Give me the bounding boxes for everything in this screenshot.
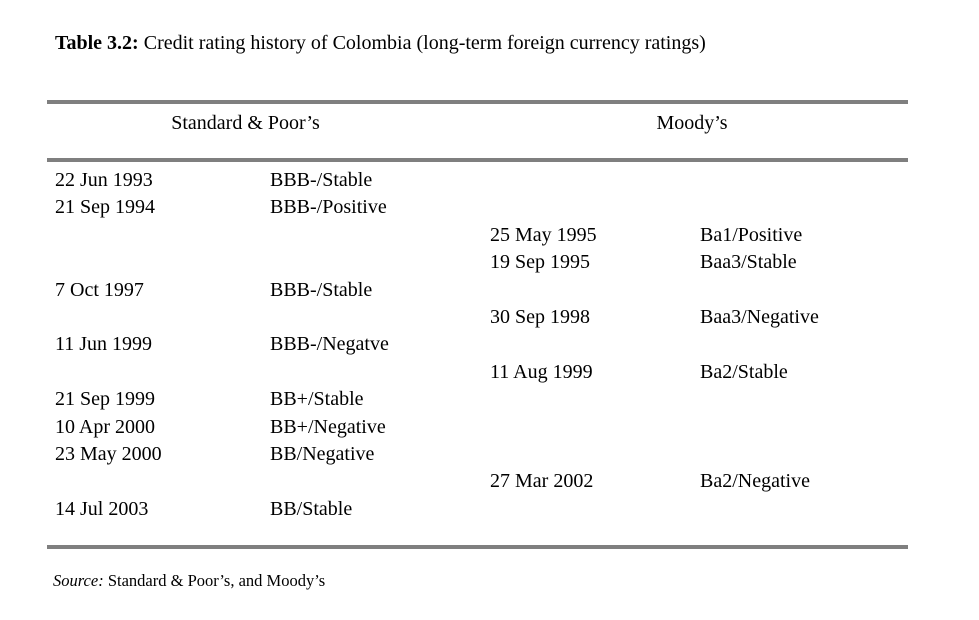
table-row: 7 Oct 1997 BBB-/Stable: [55, 277, 908, 304]
column-group-header-standard-and-poors: Standard & Poor’s: [171, 112, 320, 134]
sp-rating-cell: BBB-/Stable: [270, 169, 373, 191]
moodys-date-cell: [490, 386, 700, 413]
sp-date-cell: 22 Jun 1993: [55, 169, 153, 191]
source-text: Standard & Poor’s, and Moody’s: [103, 571, 326, 590]
sp-date-cell: 21 Sep 1999: [55, 388, 155, 411]
sp-rating-cell: BBB-/Stable: [270, 278, 373, 301]
table-row: 21 Sep 1994 BBB-/Positive: [55, 194, 908, 221]
table-row: 30 Sep 1998 Baa3/Negative: [55, 304, 908, 331]
moodys-rating-cell: Ba2/Stable: [700, 360, 788, 383]
moodys-date-cell: [490, 441, 700, 468]
moodys-date-cell: 11 Aug 1999: [490, 360, 593, 383]
table-row: 25 May 1995 Ba1/Positive: [55, 222, 908, 249]
moodys-date-cell: 30 Sep 1998: [490, 305, 590, 328]
table-caption: Table 3.2: Credit rating history of Colo…: [55, 31, 706, 55]
moodys-rating-cell: [700, 496, 908, 523]
table-row: 11 Jun 1999 BBB-/Negatve: [55, 331, 908, 358]
sp-date-cell: 23 May 2000: [55, 442, 162, 465]
table-row: 14 Jul 2003 BB/Stable: [55, 496, 908, 523]
sp-rating-cell: BBB-/Negatve: [270, 333, 389, 356]
moodys-date-cell: [490, 167, 700, 194]
table-rule-top: [47, 100, 908, 104]
moodys-rating-cell: Ba2/Negative: [700, 470, 810, 493]
table-body: 22 Jun 1993 BBB-/Stable 21 Sep 1994 BBB-…: [47, 162, 908, 545]
sp-rating-cell: BB+/Stable: [270, 388, 364, 411]
table-row: 27 Mar 2002 Ba2/Negative: [55, 468, 908, 495]
table-row: 19 Sep 1995 Baa3/Stable: [55, 249, 908, 276]
table-row: 10 Apr 2000 BB+/Negative: [55, 414, 908, 441]
table-rule-below-header: [47, 158, 908, 162]
moodys-rating-cell: [700, 194, 908, 221]
moodys-rating-cell: Ba1/Positive: [700, 223, 803, 246]
sp-rating-cell: [270, 359, 490, 386]
sp-rating-cell: [270, 468, 490, 495]
moodys-date-cell: [490, 194, 700, 221]
moodys-rating-cell: [700, 167, 908, 194]
moodys-rating-cell: [700, 386, 908, 413]
sp-date-cell: [55, 468, 270, 495]
moodys-rating-cell: Baa3/Negative: [700, 305, 819, 328]
moodys-date-cell: 27 Mar 2002: [490, 470, 594, 493]
sp-date-cell: 7 Oct 1997: [55, 278, 144, 301]
moodys-rating-cell: [700, 441, 908, 468]
source-label: Source:: [53, 571, 104, 590]
table-header-row: Standard & Poor’s Moody’s: [47, 104, 908, 158]
moodys-date-cell: [490, 331, 700, 358]
table-row: 23 May 2000 BB/Negative: [55, 441, 908, 468]
moodys-date-cell: [490, 496, 700, 523]
table-row: 21 Sep 1999 BB+/Stable: [55, 386, 908, 413]
moodys-date-cell: [490, 277, 700, 304]
moodys-rating-cell: [700, 331, 908, 358]
column-group-header-moodys: Moody’s: [656, 112, 728, 134]
sp-date-cell: [55, 249, 270, 276]
sp-date-cell: 21 Sep 1994: [55, 196, 155, 219]
moodys-rating-cell: [700, 277, 908, 304]
sp-rating-cell: BB/Stable: [270, 497, 353, 520]
sp-rating-cell: BB/Negative: [270, 442, 375, 465]
sp-rating-cell: BBB-/Positive: [270, 196, 387, 219]
source-note: Source: Standard & Poor’s, and Moody’s: [53, 571, 325, 591]
sp-rating-cell: [270, 222, 490, 249]
credit-rating-table: Standard & Poor’s Moody’s 22 Jun 1993 BB…: [47, 100, 908, 550]
moodys-rating-cell: Baa3/Stable: [700, 251, 797, 274]
moodys-date-cell: [490, 414, 700, 441]
table-caption-text: Credit rating history of Colombia (long-…: [138, 32, 706, 54]
sp-date-cell: [55, 359, 270, 386]
sp-rating-cell: BB+/Negative: [270, 415, 386, 438]
table-caption-label: Table 3.2:: [55, 32, 139, 54]
sp-date-cell: 11 Jun 1999: [55, 333, 153, 356]
moodys-rating-cell: [700, 414, 908, 441]
moodys-date-cell: 25 May 1995: [490, 223, 597, 246]
sp-rating-cell: [270, 249, 490, 276]
sp-date-cell: 14 Jul 2003: [55, 497, 149, 520]
sp-rating-cell: [270, 304, 490, 331]
sp-date-cell: 10 Apr 2000: [55, 415, 155, 438]
sp-date-cell: [55, 304, 270, 331]
table-row: 22 Jun 1993 BBB-/Stable: [55, 167, 908, 194]
moodys-date-cell: 19 Sep 1995: [490, 251, 590, 274]
table-row: 11 Aug 1999 Ba2/Stable: [55, 359, 908, 386]
sp-date-cell: [55, 222, 270, 249]
table-rule-bottom: [47, 545, 908, 550]
